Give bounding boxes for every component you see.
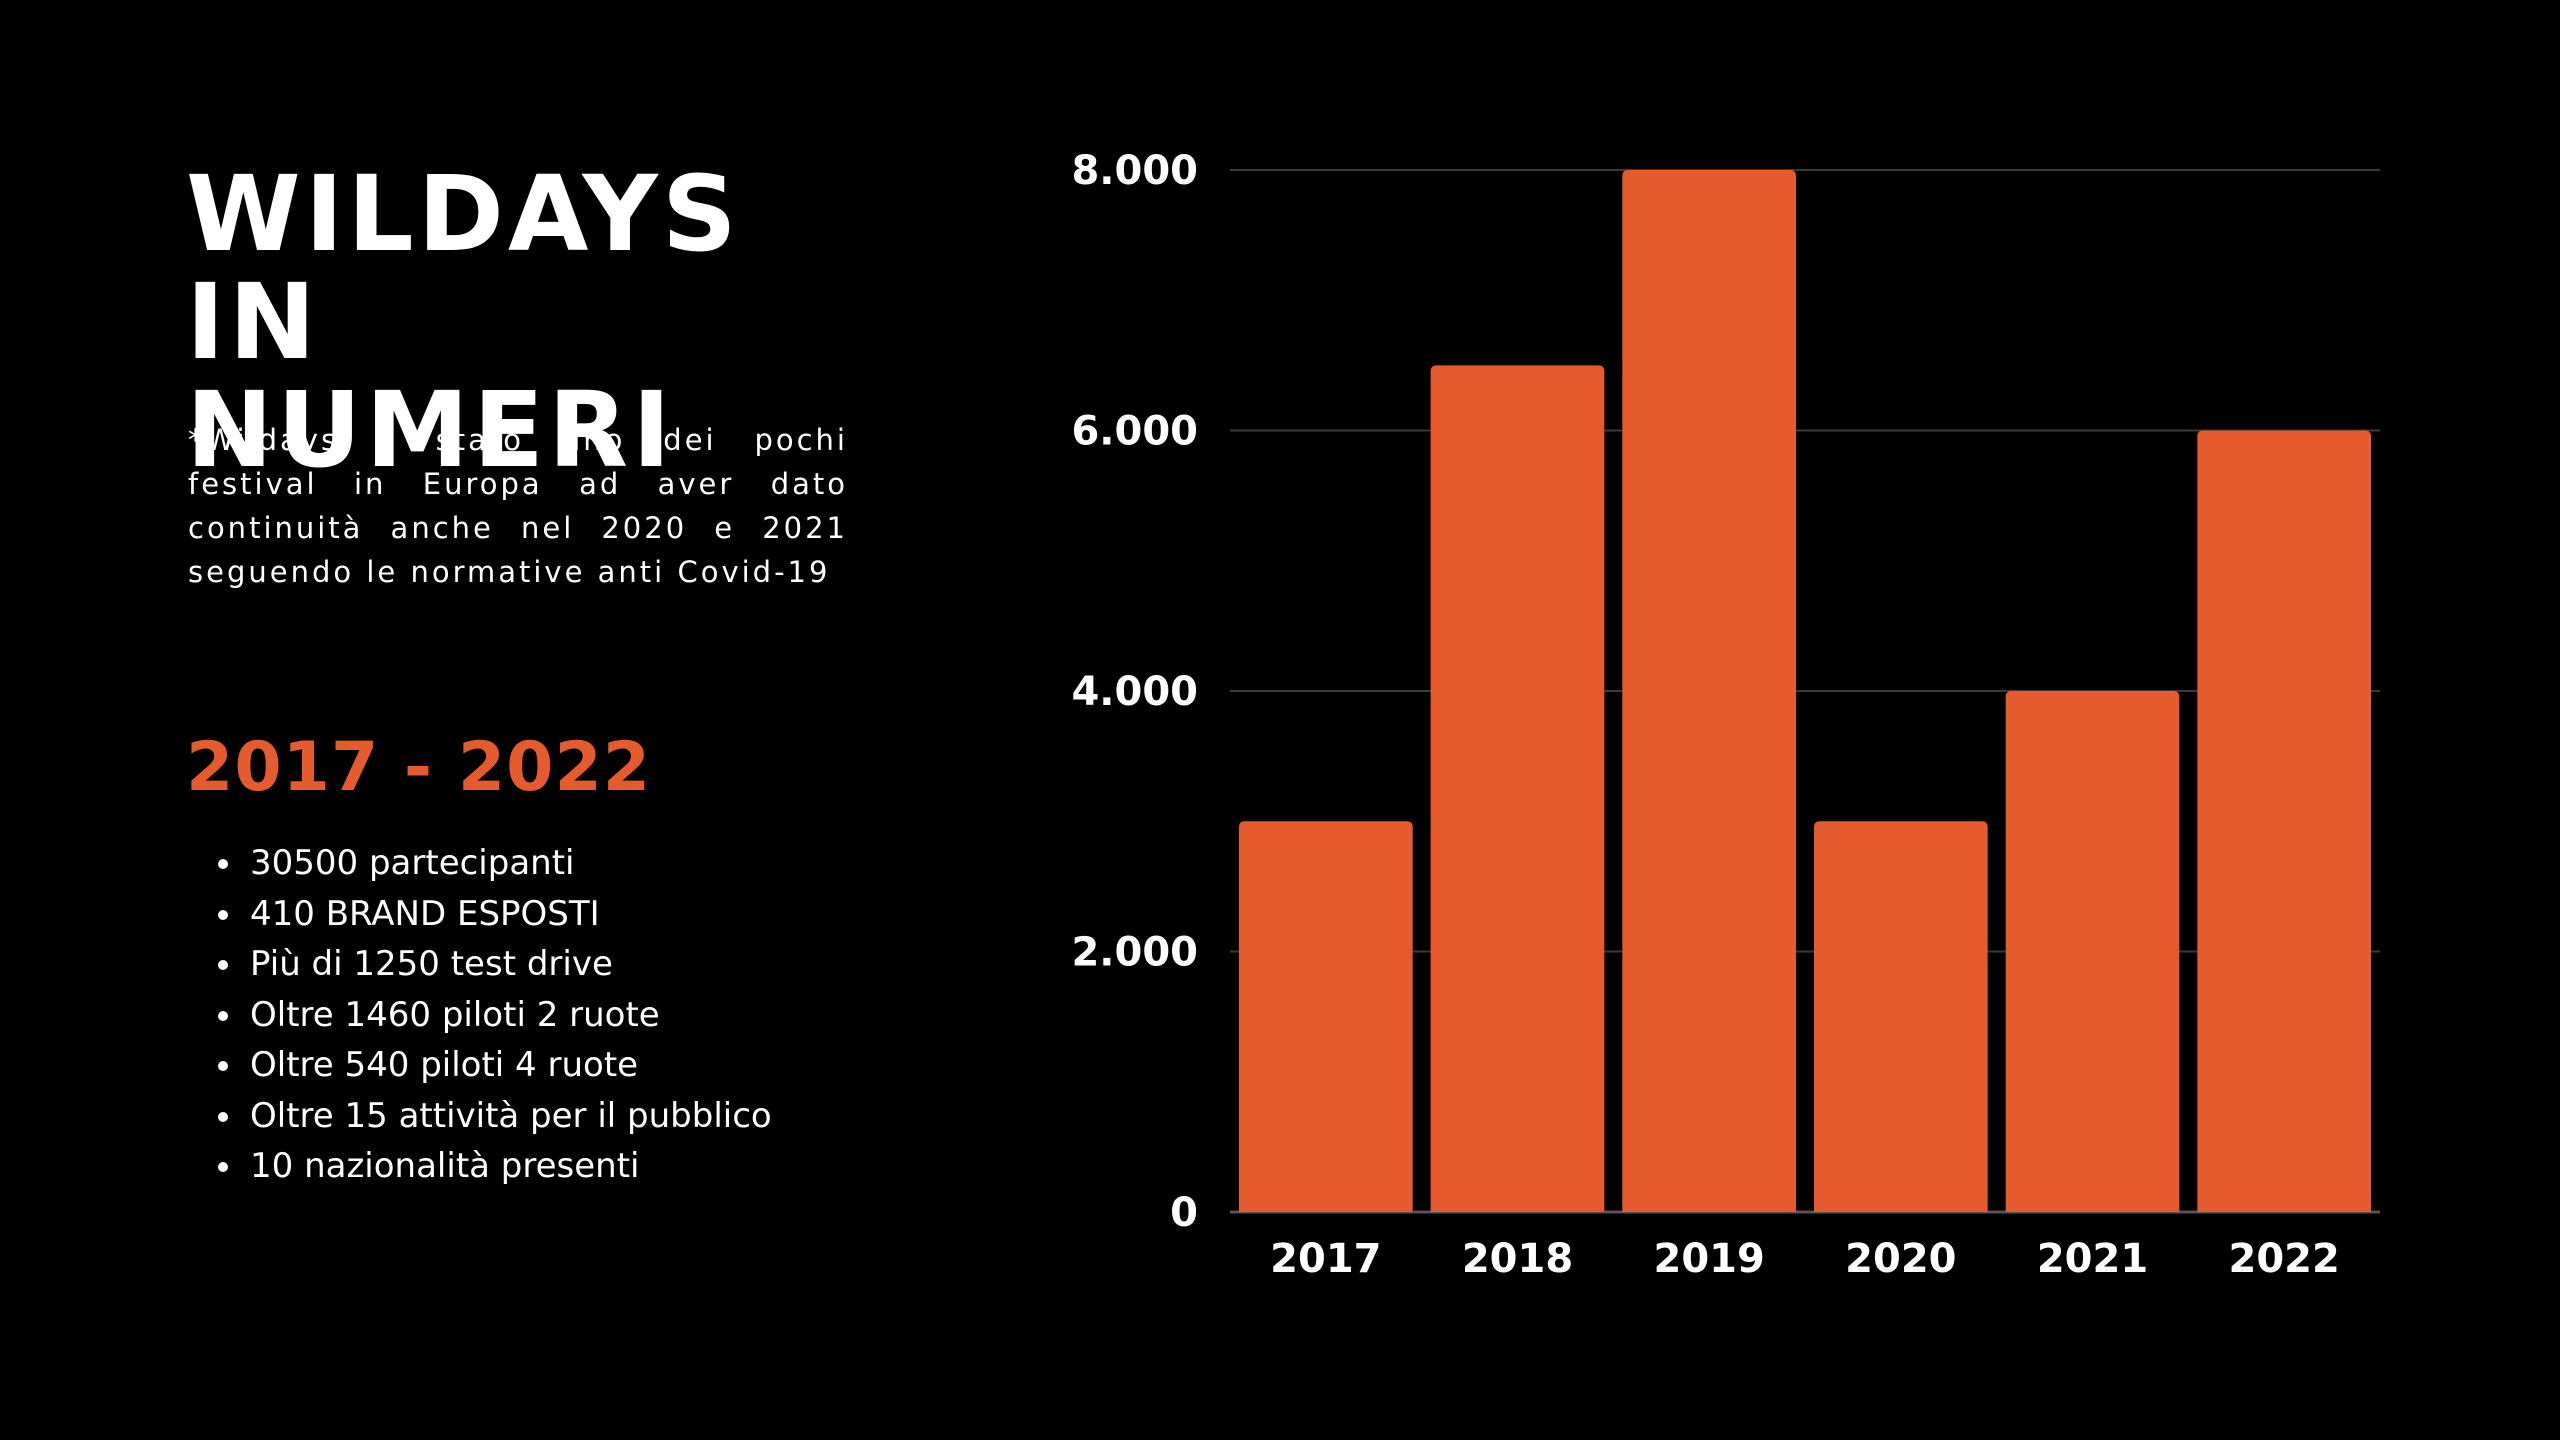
bar-2018 (1430, 365, 1605, 1212)
bar-chart: 0 2.000 4.000 6.000 8.000 2017 2018 2019 2020 202… (1071, 148, 2380, 1282)
fact-item: 10 nazionalità presenti (218, 1141, 772, 1192)
title-line-2: NUMERI (186, 369, 675, 491)
fact-item: Più di 1250 test drive (218, 939, 772, 990)
facts-list: 30500 partecipanti 410 BRAND ESPOSTI Più… (218, 838, 772, 1192)
fact-item: 410 BRAND ESPOSTI (218, 889, 772, 940)
x-tick-label: 2021 (2037, 1236, 2148, 1282)
y-tick-label: 4.000 (1071, 669, 1198, 715)
bar-2022 (2197, 430, 2371, 1212)
fact-item: Oltre 1460 piloti 2 ruote (218, 990, 772, 1041)
x-tick-label: 2020 (1845, 1236, 1956, 1282)
y-tick-label: 8.000 (1071, 148, 1198, 194)
x-tick-label: 2022 (2229, 1236, 2340, 1282)
year-range-heading: 2017 - 2022 (186, 728, 652, 807)
bar-2017 (1239, 821, 1413, 1212)
page-title: WILDAYS IN NUMERI (186, 160, 886, 484)
fact-item: Oltre 15 attività per il pubblico (218, 1091, 772, 1142)
x-tick-label: 2019 (1654, 1236, 1765, 1282)
y-tick-label: 6.000 (1071, 409, 1198, 455)
x-tick-label: 2018 (1462, 1236, 1573, 1282)
y-tick-label: 2.000 (1071, 930, 1198, 976)
bar-2021 (2005, 691, 2180, 1212)
x-tick-label: 2017 (1270, 1236, 1381, 1282)
y-tick-label: 0 (1170, 1190, 1198, 1236)
bar-2019 (1622, 170, 1796, 1212)
title-line-1: WILDAYS IN (186, 153, 741, 383)
fact-item: 30500 partecipanti (218, 838, 772, 889)
fact-item: Oltre 540 piloti 4 ruote (218, 1040, 772, 1091)
bar-2020 (1814, 821, 1988, 1212)
covid-note: *Wildays è stato uno dei pochi festival … (188, 423, 848, 589)
